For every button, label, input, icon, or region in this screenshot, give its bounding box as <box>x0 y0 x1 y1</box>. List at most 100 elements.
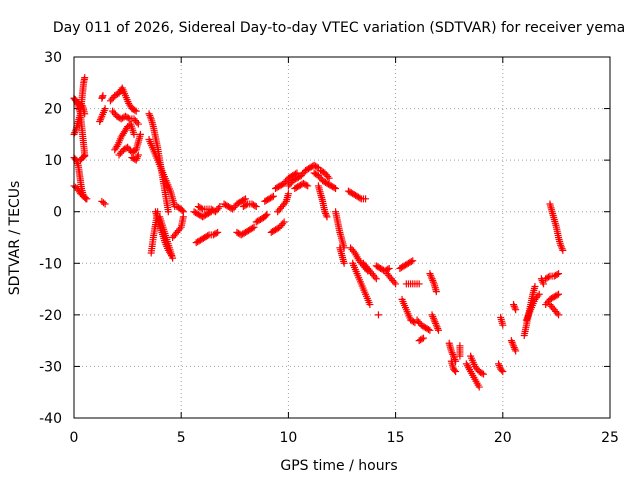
data-point <box>262 212 270 220</box>
data-point <box>132 107 140 115</box>
data-point <box>281 199 289 207</box>
y-tick-label: 10 <box>44 153 62 169</box>
data-point <box>81 74 89 82</box>
data-point <box>428 275 436 283</box>
data-point <box>268 193 276 201</box>
data-point <box>212 229 220 237</box>
data-point <box>538 276 546 284</box>
data-point <box>197 204 205 212</box>
data-point <box>284 190 292 198</box>
data-point <box>96 117 104 125</box>
data-point <box>480 370 488 378</box>
x-tick-label: 25 <box>601 430 619 446</box>
data-point <box>424 325 432 333</box>
data-point <box>431 318 439 326</box>
data-point <box>384 265 392 273</box>
data-point <box>432 321 440 329</box>
data-point <box>558 245 566 253</box>
data-point <box>409 257 417 265</box>
data-point <box>322 211 330 219</box>
data-point <box>429 276 437 284</box>
data-points <box>70 74 567 391</box>
data-point <box>372 275 380 283</box>
data-point <box>216 203 224 211</box>
y-tick-label: -40 <box>39 411 62 427</box>
data-point <box>263 210 271 218</box>
data-point <box>495 362 503 370</box>
data-point <box>510 342 518 350</box>
data-point <box>81 194 89 202</box>
data-point <box>97 114 105 122</box>
data-point <box>433 323 441 331</box>
data-point <box>325 174 333 182</box>
data-point <box>124 114 132 122</box>
data-point <box>553 309 561 317</box>
data-point <box>499 321 507 329</box>
data-point <box>390 278 398 286</box>
data-point <box>176 225 184 233</box>
data-point <box>302 181 310 189</box>
x-axis-title: GPS time / hours <box>280 458 397 474</box>
data-point <box>134 151 142 159</box>
data-point <box>555 290 563 298</box>
data-point <box>451 356 459 364</box>
y-tick-label: 0 <box>53 205 62 221</box>
data-point <box>478 369 486 377</box>
data-point <box>407 258 415 266</box>
data-point <box>179 208 187 216</box>
data-point <box>428 311 436 319</box>
data-point <box>559 246 567 254</box>
data-point <box>73 158 81 166</box>
data-point <box>555 270 563 278</box>
data-point <box>427 273 435 281</box>
data-point <box>71 127 79 135</box>
data-point <box>557 241 565 249</box>
data-point <box>448 349 456 357</box>
data-point <box>321 208 329 216</box>
data-point <box>510 302 518 310</box>
data-point <box>430 316 438 324</box>
data-point <box>540 280 548 288</box>
data-point <box>392 280 400 288</box>
data-point <box>252 203 260 211</box>
data-point <box>146 111 154 119</box>
data-point <box>250 223 258 231</box>
data-point <box>204 232 212 240</box>
data-point <box>136 130 144 138</box>
x-tick-label: 0 <box>70 430 79 446</box>
data-point <box>131 106 139 114</box>
data-point <box>426 326 434 334</box>
data-point <box>330 184 338 192</box>
data-point <box>133 118 141 126</box>
data-point <box>279 220 287 228</box>
data-point <box>362 195 370 203</box>
data-point <box>214 228 222 236</box>
data-point <box>280 218 288 226</box>
data-point <box>313 163 321 171</box>
data-point <box>553 270 561 278</box>
data-point <box>242 195 250 203</box>
data-point <box>146 113 154 121</box>
data-point <box>426 270 434 278</box>
data-point <box>178 206 186 214</box>
data-point <box>81 152 89 160</box>
y-tick-label: 30 <box>44 50 62 66</box>
data-point <box>134 120 142 128</box>
data-point <box>83 195 91 203</box>
data-point <box>534 292 542 300</box>
y-tick-label: -10 <box>39 256 62 272</box>
data-point <box>449 352 457 360</box>
data-point <box>512 306 520 314</box>
data-point <box>349 247 357 255</box>
data-point <box>495 360 503 368</box>
data-point <box>499 368 507 376</box>
data-point <box>251 202 259 210</box>
data-point <box>531 282 539 290</box>
chart-title: Day 011 of 2026, Sidereal Day-to-day VTE… <box>53 20 625 36</box>
data-point <box>512 347 520 355</box>
data-point <box>99 199 107 207</box>
data-point <box>164 208 172 216</box>
data-point <box>447 347 455 355</box>
data-point <box>535 290 543 298</box>
